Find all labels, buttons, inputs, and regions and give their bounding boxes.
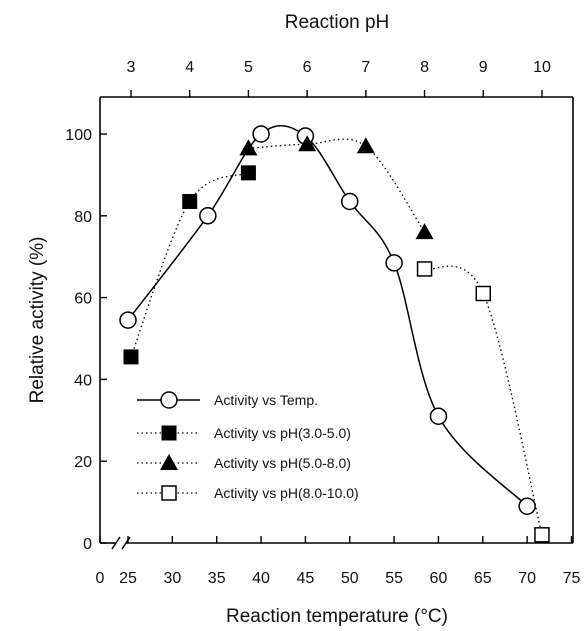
series-line bbox=[248, 138, 426, 233]
y-tick-label: 100 bbox=[65, 127, 92, 144]
legend-label: Activity vs pH(8.0-10.0) bbox=[214, 485, 359, 501]
x-tick-label: 0 bbox=[96, 570, 105, 587]
x-tick-label: 75 bbox=[563, 570, 581, 587]
data-point bbox=[240, 165, 256, 181]
x-tick-label: 35 bbox=[208, 570, 226, 587]
data-point bbox=[341, 192, 359, 211]
data-point bbox=[475, 285, 492, 302]
y-tick-label: 20 bbox=[74, 454, 92, 471]
legend-marker bbox=[161, 425, 177, 441]
y-tick-label: 80 bbox=[74, 209, 92, 226]
legend-entry: Activity vs pH(5.0-8.0) bbox=[137, 454, 351, 471]
top-axis-title: Reaction pH bbox=[285, 12, 390, 33]
legend-entry: Activity vs Temp. bbox=[137, 391, 318, 409]
x-tick-label: 25 bbox=[119, 570, 137, 587]
series-layer bbox=[119, 125, 550, 543]
y-tick-label: 40 bbox=[74, 372, 92, 389]
data-point bbox=[385, 254, 403, 272]
y-tick-label: 0 bbox=[83, 536, 92, 553]
legend-label: Activity vs Temp. bbox=[214, 392, 318, 408]
series-1 bbox=[119, 125, 536, 515]
x-tick-label: 70 bbox=[518, 570, 536, 587]
series-line bbox=[130, 172, 249, 358]
data-point bbox=[119, 311, 137, 329]
y-axis: 0 20 40 60 80 100 bbox=[65, 127, 107, 553]
legend-marker bbox=[161, 485, 177, 501]
top-ph-axis: 3 4 5 6 7 8 9 10 bbox=[127, 59, 551, 97]
x-tick-label: 40 bbox=[252, 570, 270, 587]
data-point bbox=[429, 407, 448, 425]
ph-tick-label: 5 bbox=[244, 59, 253, 76]
x-tick-label: 45 bbox=[297, 570, 315, 587]
legend-entry: Activity vs pH(8.0-10.0) bbox=[137, 485, 359, 501]
series-4 bbox=[416, 261, 550, 543]
x-tick-label: 55 bbox=[385, 570, 403, 587]
axis-break-mark bbox=[111, 536, 121, 550]
data-point bbox=[518, 497, 536, 515]
data-point bbox=[356, 137, 375, 154]
series-2 bbox=[123, 165, 256, 365]
series-3 bbox=[239, 135, 434, 240]
ph-tick-label: 4 bbox=[185, 59, 194, 76]
plot-frame bbox=[99, 96, 574, 550]
data-point bbox=[534, 527, 550, 543]
x-tick-label: 50 bbox=[341, 570, 359, 587]
bottom-temperature-axis: 0 25 30 35 40 45 50 55 60 65 70 75 bbox=[96, 536, 581, 587]
bottom-axis-title: Reaction temperature (°C) bbox=[226, 606, 448, 627]
x-tick-label: 65 bbox=[474, 570, 492, 587]
series-line bbox=[127, 125, 528, 507]
x-tick-label: 30 bbox=[163, 570, 181, 587]
data-point bbox=[123, 349, 139, 365]
legend-label: Activity vs pH(3.0-5.0) bbox=[214, 425, 351, 441]
data-point bbox=[415, 223, 434, 240]
legend-entry: Activity vs pH(3.0-5.0) bbox=[137, 425, 351, 441]
ph-tick-label: 3 bbox=[127, 59, 136, 76]
x-tick-label: 60 bbox=[430, 570, 448, 587]
series-line bbox=[424, 265, 543, 535]
data-point bbox=[199, 207, 217, 225]
ph-tick-label: 6 bbox=[303, 59, 312, 76]
data-point bbox=[252, 125, 270, 143]
legend-marker bbox=[160, 391, 178, 409]
legend-label: Activity vs pH(5.0-8.0) bbox=[214, 455, 351, 471]
data-point bbox=[298, 135, 317, 152]
y-axis-title: Relative activity (%) bbox=[27, 237, 48, 404]
ph-tick-label: 8 bbox=[420, 59, 429, 76]
ph-tick-label: 7 bbox=[361, 59, 370, 76]
ph-tick-label: 9 bbox=[479, 59, 488, 76]
ph-tick-label: 10 bbox=[533, 59, 551, 76]
legend: Activity vs Temp. Activity vs pH(3.0-5.0)… bbox=[137, 391, 359, 501]
legend-marker bbox=[160, 454, 178, 470]
data-point bbox=[182, 193, 198, 209]
data-point bbox=[416, 261, 433, 277]
y-tick-label: 60 bbox=[74, 291, 92, 308]
data-point bbox=[239, 139, 258, 156]
